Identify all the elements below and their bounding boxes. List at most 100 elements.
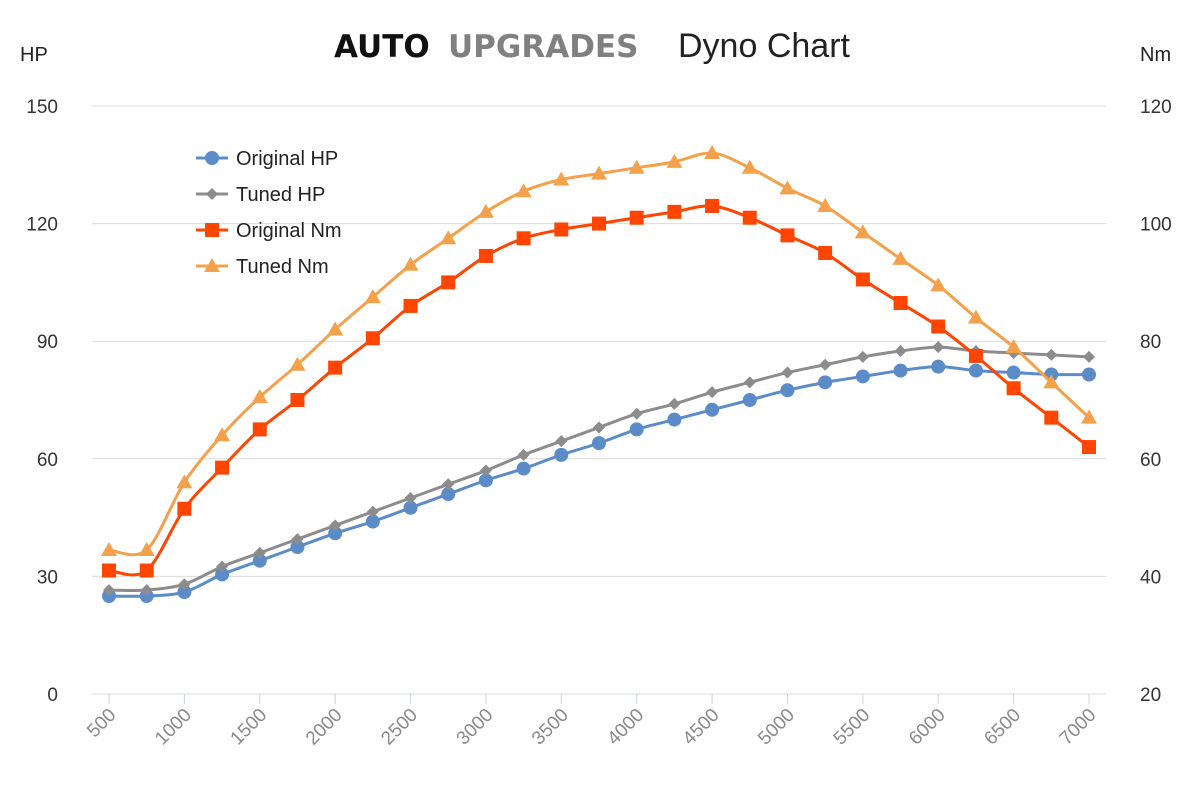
title-brand-upgrades: UPGRADES (448, 29, 638, 65)
data-point-original-nm (478, 248, 493, 263)
data-point-original-nm (102, 563, 116, 578)
series-layer (101, 145, 1097, 603)
data-point-original-nm (855, 272, 870, 287)
right-tick-label: 60 (1140, 450, 1161, 471)
data-point-original-hp (1006, 365, 1021, 380)
legend-label: Tuned HP (236, 184, 325, 206)
data-point-original-nm (403, 298, 418, 313)
data-point-original-nm (554, 222, 569, 237)
data-point-original-nm (177, 501, 192, 516)
data-point-tuned-nm (817, 197, 834, 212)
title-brand-auto: AUTO (334, 29, 430, 65)
left-tick-label: 120 (26, 215, 58, 236)
left-tick-label: 150 (26, 97, 58, 118)
data-point-tuned-hp (781, 366, 794, 379)
chart-title: Dyno Chart (678, 27, 851, 65)
data-point-original-nm (931, 319, 946, 334)
data-point-tuned-nm (591, 165, 607, 180)
data-point-tuned-hp (442, 478, 455, 491)
series-tuned-nm (101, 145, 1097, 557)
left-axis-ticks: 0 30 60 90 120 150 (26, 97, 58, 706)
x-tick-label: 6500 (980, 705, 1025, 750)
series-original-nm (102, 198, 1096, 578)
data-point-tuned-hp (216, 560, 229, 573)
data-point-original-nm (1006, 381, 1021, 396)
x-tick-label: 3000 (453, 705, 498, 750)
legend-label: Tuned Nm (236, 256, 329, 278)
data-point-tuned-hp (178, 578, 191, 591)
data-point-original-hp (403, 500, 418, 515)
data-point-tuned-nm (628, 159, 645, 174)
x-tick-label: 1000 (151, 705, 196, 750)
x-axis: 500 1000 1500 2000 2500 3000 3500 4000 4500 5000 5… (83, 694, 1101, 750)
right-tick-label: 40 (1140, 567, 1161, 588)
legend-item-tuned-nm: Tuned Nm (196, 256, 329, 278)
data-point-original-nm (252, 422, 267, 437)
data-point-original-hp (365, 514, 380, 529)
data-point-tuned-nm (214, 427, 231, 442)
data-point-tuned-hp (593, 421, 605, 434)
x-tick-label: 3500 (528, 705, 573, 750)
data-point-tuned-nm (967, 309, 984, 324)
data-point-original-nm (290, 393, 305, 407)
data-point-tuned-hp (932, 341, 945, 354)
data-point-original-nm (328, 360, 343, 375)
data-point-original-nm (139, 563, 154, 578)
data-point-original-hp (441, 487, 456, 502)
x-tick-label: 4000 (603, 705, 648, 750)
data-point-tuned-hp (329, 519, 342, 532)
data-point-original-nm (1044, 410, 1059, 425)
data-point-original-nm (742, 210, 757, 225)
data-point-original-nm (592, 216, 606, 231)
data-point-tuned-nm (402, 256, 419, 271)
left-tick-label: 90 (37, 332, 58, 353)
legend-marker-tuned-nm (204, 258, 220, 272)
series-tuned-hp (103, 341, 1095, 597)
data-point-original-hp (705, 402, 720, 417)
data-point-original-hp (516, 461, 531, 476)
data-point-tuned-nm (327, 321, 344, 336)
left-tick-label: 30 (37, 567, 58, 588)
data-point-original-hp (818, 375, 833, 390)
data-point-original-hp (478, 473, 493, 488)
data-point-original-hp (252, 553, 267, 568)
data-point-tuned-nm (440, 230, 457, 245)
right-axis-ticks: 20 40 60 80 100 120 (1140, 97, 1172, 706)
data-point-original-hp (629, 422, 644, 437)
right-tick-label: 20 (1140, 685, 1161, 706)
data-point-original-hp (742, 393, 757, 407)
data-point-tuned-hp (1083, 350, 1095, 363)
x-tick-label: 7000 (1056, 705, 1101, 750)
legend-marker-original-hp (205, 151, 219, 165)
data-point-tuned-nm (364, 289, 381, 304)
right-tick-label: 120 (1140, 97, 1172, 118)
legend-item-original-hp: Original HP (196, 148, 338, 170)
left-tick-label: 0 (47, 685, 58, 706)
data-point-tuned-hp (1045, 348, 1058, 361)
data-point-tuned-hp (517, 448, 530, 461)
data-point-tuned-hp (894, 345, 907, 357)
data-point-original-nm (215, 460, 230, 475)
left-axis-label: HP (20, 44, 48, 66)
series-original-hp (102, 359, 1096, 603)
x-tick-label: 4500 (679, 705, 724, 750)
data-point-tuned-hp (668, 397, 681, 410)
right-axis-label: Nm (1140, 44, 1171, 66)
x-tick-label: 500 (83, 705, 120, 742)
legend-label: Original HP (236, 148, 338, 170)
data-point-tuned-hp (743, 376, 756, 389)
data-point-tuned-hp (253, 546, 266, 559)
x-tick-label: 2500 (377, 705, 422, 750)
data-point-original-nm (365, 331, 380, 346)
data-point-original-nm (818, 246, 833, 260)
data-point-tuned-hp (404, 492, 417, 504)
data-point-original-hp (931, 359, 946, 374)
data-point-tuned-nm (138, 541, 155, 556)
data-point-tuned-nm (477, 203, 494, 218)
data-point-original-nm (968, 348, 983, 363)
data-point-original-nm (516, 231, 531, 246)
data-point-original-nm (667, 204, 682, 219)
data-point-tuned-nm (704, 145, 721, 160)
data-point-tuned-hp (479, 464, 492, 477)
